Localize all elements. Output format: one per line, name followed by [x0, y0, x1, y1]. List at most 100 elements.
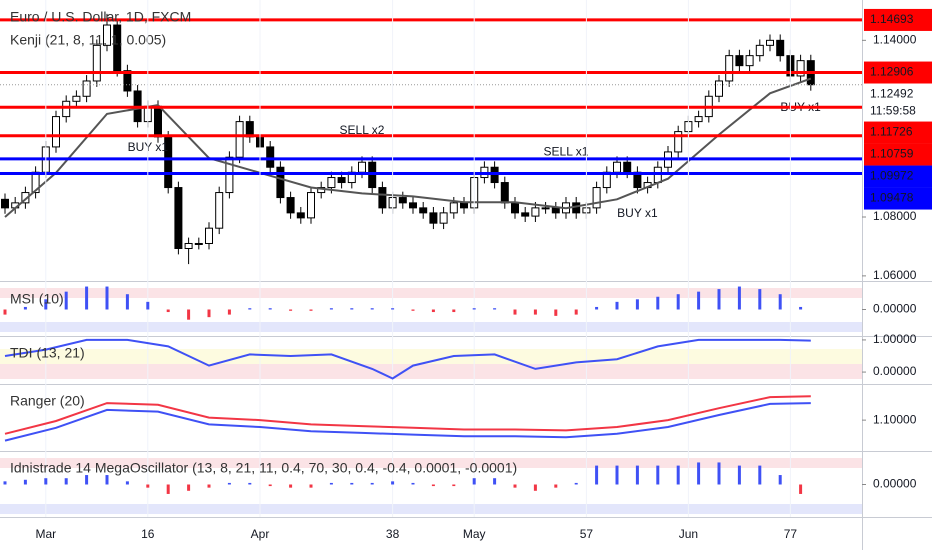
- bar: [125, 294, 129, 310]
- candle-body: [307, 192, 315, 219]
- x-tick-label: 16: [141, 527, 155, 541]
- candle-body: [623, 161, 632, 173]
- candle-body: [194, 242, 203, 245]
- y-tick-label: 0.00000: [873, 364, 917, 378]
- bar: [44, 299, 48, 310]
- candle-body: [745, 55, 754, 67]
- bar: [778, 294, 782, 310]
- candle-body: [215, 192, 224, 229]
- candle-body: [551, 207, 560, 214]
- bar: [656, 465, 660, 485]
- candle-body: [398, 197, 407, 204]
- bar: [452, 309, 456, 313]
- candle-body: [72, 95, 81, 102]
- candle-body: [725, 55, 734, 82]
- bar: [268, 484, 272, 487]
- chart-subtitle: Kenji (21, 8, 11, 1, 0.005): [10, 32, 166, 48]
- x-tick-label: 77: [784, 527, 798, 541]
- chart-title: Idnistrade 14 MegaOscillator (13, 8, 21,…: [10, 460, 517, 476]
- bar: [533, 309, 537, 315]
- y-tick-label: 1.10000: [873, 412, 917, 426]
- tdi-mid-band: [0, 349, 862, 364]
- bar: [472, 308, 476, 310]
- mega-upper-band: [0, 458, 862, 468]
- price-label-box: [864, 8, 932, 31]
- bar: [166, 309, 170, 313]
- bar: [207, 309, 211, 318]
- price-label-box: [864, 61, 932, 84]
- bar: [64, 478, 68, 485]
- bar: [3, 481, 7, 485]
- bar: [289, 484, 293, 488]
- bar: [85, 286, 89, 310]
- candle-body: [337, 177, 346, 184]
- bar: [595, 465, 599, 485]
- bar: [44, 478, 48, 485]
- candle-body: [735, 55, 744, 67]
- candle-body: [429, 212, 438, 224]
- candle-body: [235, 121, 244, 158]
- bar: [513, 309, 517, 315]
- y-tick-label: 0.00000: [873, 477, 917, 491]
- candle-body: [419, 207, 428, 214]
- bar: [64, 291, 68, 310]
- candle-body: [460, 202, 468, 209]
- y-tick-label: 1.08000: [873, 209, 917, 223]
- series-line: [4, 402, 811, 442]
- bar: [309, 309, 313, 311]
- candle-body: [694, 116, 703, 123]
- bar: [656, 296, 660, 310]
- bar: [411, 309, 415, 311]
- price-label-box: [864, 143, 932, 166]
- bar: [227, 309, 231, 315]
- price-label: 1.12906: [870, 65, 914, 79]
- candle-body: [276, 166, 285, 199]
- bar: [125, 481, 129, 485]
- chart-title: MSI (10): [10, 291, 64, 307]
- bar: [554, 309, 558, 316]
- bar: [248, 482, 252, 485]
- bar: [309, 484, 313, 488]
- candle-body: [358, 161, 366, 173]
- bar: [248, 308, 252, 310]
- signal-label: BUY x1: [617, 206, 658, 220]
- candle-body: [409, 202, 417, 209]
- candle-body: [796, 60, 805, 77]
- bar: [23, 306, 27, 310]
- bar: [85, 475, 89, 485]
- candle-body: [154, 105, 162, 138]
- bar: [615, 301, 619, 310]
- chart-title: Euro / U.S. Dollar, 1D, FXCM: [10, 9, 191, 25]
- bar: [676, 465, 680, 485]
- bar: [268, 308, 272, 310]
- candle-body: [766, 39, 774, 46]
- bar: [289, 309, 293, 311]
- price-label: 11:59:58: [870, 104, 916, 118]
- candle-body: [21, 192, 30, 204]
- candle-body: [674, 131, 683, 153]
- bar: [105, 475, 109, 485]
- bar: [493, 478, 497, 485]
- bar: [227, 482, 231, 485]
- candle-body: [123, 70, 132, 92]
- bar: [737, 465, 741, 485]
- price-label: 1.09478: [870, 191, 914, 205]
- bar: [574, 309, 578, 315]
- y-tick-label: 0.00000: [873, 302, 917, 316]
- candle-body: [174, 187, 183, 249]
- bar: [431, 309, 435, 313]
- mega-lower-band: [0, 504, 862, 514]
- candle-body: [82, 80, 91, 97]
- y-tick-label: 1.00000: [873, 332, 917, 346]
- price-label: 1.14693: [870, 12, 914, 26]
- signal-label: SELL x1: [544, 144, 589, 158]
- bar: [778, 475, 782, 485]
- candle-body: [266, 146, 275, 168]
- bar: [350, 308, 354, 310]
- bar: [574, 482, 578, 485]
- bar: [554, 484, 558, 488]
- candle-body: [92, 44, 101, 82]
- candle-body: [286, 197, 295, 214]
- price-label: 1.12492: [870, 87, 914, 101]
